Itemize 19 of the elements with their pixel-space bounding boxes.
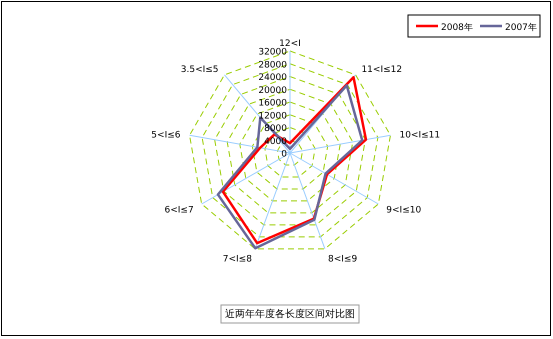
ytick: 16000 (258, 98, 287, 108)
legend-label: 2008年 (441, 23, 473, 33)
category: 5<I≤6 (151, 130, 180, 141)
category: 12<I (279, 38, 301, 49)
category: 8<I≤9 (328, 254, 358, 264)
category: 7<I≤8 (222, 254, 252, 264)
category: 10<I≤11 (400, 130, 440, 141)
title: 近两年年度各长度区间对比图 (225, 309, 355, 320)
category: 11<I≤12 (361, 64, 402, 75)
ytick: 24000 (258, 73, 287, 83)
ytick: 20000 (258, 86, 287, 96)
category: 3.5<I≤5 (180, 64, 219, 75)
ytick: 32000 (258, 48, 287, 58)
category: 9<I≤10 (386, 206, 422, 216)
legend-label: 2007年 (505, 23, 537, 33)
ytick: 0 (281, 150, 287, 160)
ytick: 28000 (258, 60, 287, 70)
category: 6<I≤7 (164, 206, 194, 216)
ytick: 12000 (258, 111, 287, 122)
